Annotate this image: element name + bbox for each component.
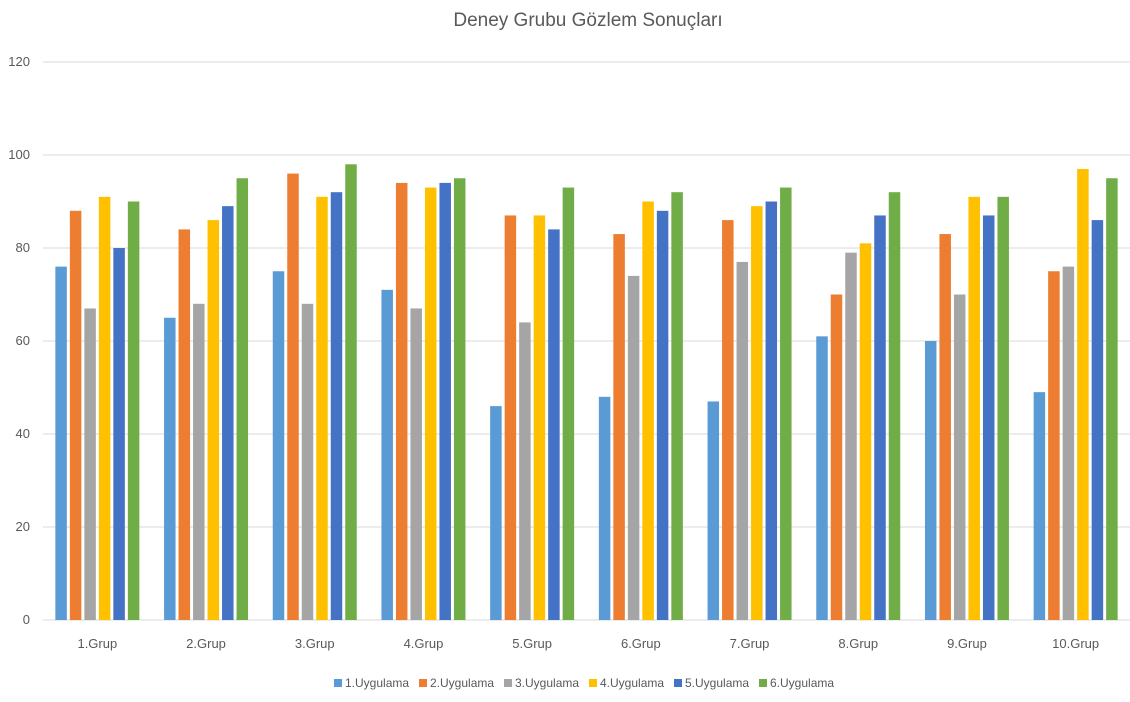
bar: [316, 196, 328, 620]
bar: [736, 261, 749, 620]
x-tick-label: 2.Grup: [186, 636, 226, 651]
legend-label: 6.Uygulama: [770, 676, 834, 690]
y-tick-label: 120: [8, 54, 30, 69]
bar: [780, 187, 792, 621]
bar: [533, 215, 546, 620]
bar: [830, 294, 843, 620]
bar: [453, 178, 466, 620]
bar: [178, 229, 191, 620]
y-tick-label: 40: [16, 426, 30, 441]
bar: [381, 289, 393, 620]
bar: [598, 396, 611, 620]
x-axis: 1.Grup 2.Grup 3.Grup 4.Grup 5.Grup 6.Grup 7.Gr…: [77, 636, 1099, 651]
bar: [953, 294, 966, 620]
bar: [613, 234, 625, 621]
bar: [997, 196, 1009, 620]
bar: [859, 243, 872, 620]
bar: [301, 303, 314, 620]
x-tick-label: 7.Grup: [730, 636, 770, 651]
bar: [519, 322, 531, 620]
bar: [656, 210, 669, 621]
bar: [765, 201, 778, 620]
legend-label: 4.Uygulama: [600, 676, 664, 690]
bar: [1062, 266, 1075, 620]
bar: [193, 303, 205, 620]
x-tick-label: 3.Grup: [295, 636, 335, 651]
bar: [439, 182, 451, 620]
bar: [845, 252, 857, 620]
legend-label: 3.Uygulama: [515, 676, 579, 690]
bar: [222, 206, 234, 620]
y-tick-label: 60: [16, 333, 30, 348]
legend-swatch: [419, 679, 427, 687]
bar: [84, 308, 96, 620]
bar: [924, 341, 937, 620]
bars: [55, 164, 1118, 621]
legend-swatch: [674, 679, 682, 687]
bar: [1048, 271, 1060, 620]
legend-label: 2.Uygulama: [430, 676, 494, 690]
bar: [939, 234, 951, 621]
y-tick-label: 0: [23, 612, 30, 627]
bar: [345, 164, 357, 621]
bar: [330, 192, 343, 620]
y-tick-label: 100: [8, 147, 30, 162]
bar: [236, 178, 249, 620]
bar: [69, 210, 82, 621]
legend-label: 5.Uygulama: [685, 676, 749, 690]
bar: [424, 187, 437, 621]
bar: [1091, 220, 1104, 620]
bar: [410, 308, 422, 620]
bar: [548, 229, 560, 620]
bar: [55, 266, 67, 620]
bar: [642, 201, 654, 620]
bar: [287, 173, 299, 620]
bar: [164, 317, 176, 620]
gridlines: [43, 61, 1130, 621]
bar: [707, 401, 720, 620]
bar: [968, 196, 980, 620]
x-tick-label: 1.Grup: [77, 636, 117, 651]
bar: [272, 271, 285, 620]
bar: [1033, 392, 1046, 620]
bar: [627, 275, 640, 620]
x-tick-label: 9.Grup: [947, 636, 987, 651]
legend: 1.Uygulama 2.Uygulama 3.Uygulama 4.Uygulama…: [334, 676, 834, 690]
x-tick-label: 6.Grup: [621, 636, 661, 651]
legend-swatch: [504, 679, 512, 687]
bar: [888, 192, 901, 620]
bar: [98, 196, 111, 620]
x-tick-label: 4.Grup: [404, 636, 444, 651]
bar: [127, 201, 140, 620]
legend-swatch: [334, 679, 342, 687]
y-tick-label: 20: [16, 519, 30, 534]
bar: [395, 182, 408, 620]
x-tick-label: 8.Grup: [838, 636, 878, 651]
bar: [816, 336, 828, 620]
bar: [1106, 178, 1118, 620]
legend-swatch: [589, 679, 597, 687]
bar: [504, 215, 517, 620]
bar: [982, 215, 995, 620]
bar: [113, 248, 125, 620]
bar: [874, 215, 886, 620]
x-tick-label: 5.Grup: [512, 636, 552, 651]
bar: [562, 187, 575, 621]
legend-swatch: [759, 679, 767, 687]
x-tick-label: 10.Grup: [1052, 636, 1099, 651]
bar: [1077, 168, 1089, 620]
bar: [751, 206, 763, 620]
y-tick-label: 80: [16, 240, 30, 255]
y-axis: 0 20 40 60 80 100 120: [8, 54, 30, 627]
bar: [722, 220, 734, 620]
bar: [490, 406, 502, 620]
bar: [671, 192, 683, 620]
legend-label: 1.Uygulama: [345, 676, 409, 690]
chart-title: Deney Grubu Gözlem Sonuçları: [453, 10, 722, 31]
bar: [207, 220, 220, 620]
